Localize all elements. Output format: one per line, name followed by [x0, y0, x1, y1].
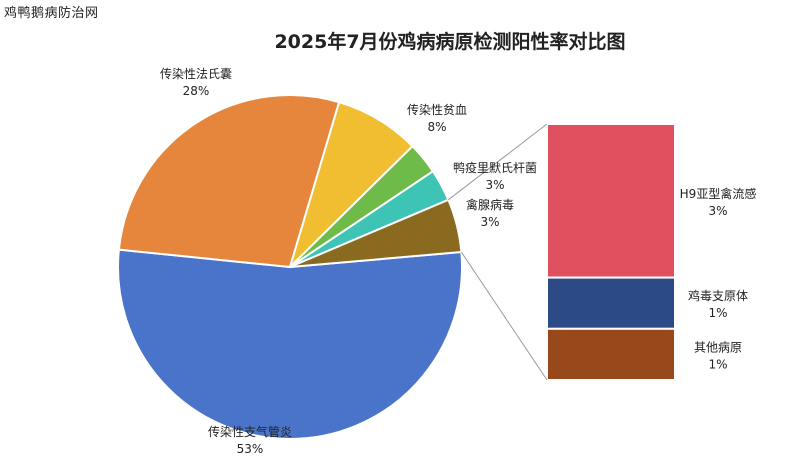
connector-line-top: [447, 123, 548, 201]
bar-segment-value: 1%: [708, 306, 727, 320]
pie-slice-1: [117, 248, 463, 440]
site-watermark: 鸡鸭鹅病防治网: [4, 6, 99, 21]
slice-name-label: 传染性贫血: [407, 102, 467, 117]
slice-name-label: 传染性法氏囊: [160, 66, 232, 81]
bar-segment-3: [546, 327, 676, 381]
slice-name-label: 传染性支气管炎: [208, 424, 292, 439]
bar-segment-name: H9亚型禽流感: [680, 186, 757, 201]
chart-title: 2025年7月份鸡病病原检测阳性率对比图: [274, 30, 625, 53]
pie-slice-2: [117, 94, 341, 269]
bar-segment-2: [546, 276, 676, 330]
connector-line-bottom: [460, 251, 548, 381]
slice-name-label: 鸭疫里默氏杆菌: [453, 160, 537, 175]
slice-value-label: 53%: [237, 442, 264, 456]
bar-segment-name: 鸡毒支原体: [688, 288, 748, 303]
slice-value-label: 28%: [183, 84, 210, 98]
slice-name-label: 禽腺病毒: [466, 197, 514, 212]
bar-segment-value: 3%: [708, 204, 727, 218]
slice-value-label: 3%: [485, 178, 504, 192]
bar-segment-name: 其他病原: [694, 339, 742, 354]
slice-value-label: 8%: [427, 120, 446, 134]
slice-value-label: 3%: [480, 215, 499, 229]
bar-segment-1: [546, 123, 676, 279]
bar-segment-value: 1%: [708, 357, 727, 371]
